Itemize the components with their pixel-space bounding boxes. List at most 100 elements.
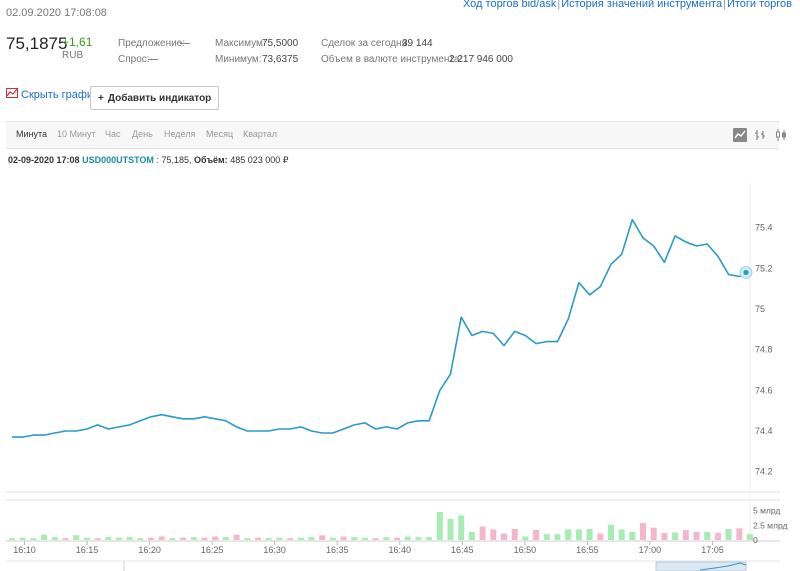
max-label: Максимум:	[215, 38, 266, 49]
volume-bar	[329, 537, 336, 540]
volume-bar	[297, 537, 304, 540]
volume-bar	[682, 530, 689, 540]
volume-bar	[180, 537, 187, 540]
x-tick-label: 16:35	[326, 545, 349, 555]
volume-bar	[650, 527, 657, 540]
trades-label: Сделок за сегодня:	[321, 38, 410, 49]
volume-bar	[190, 537, 197, 540]
y-tick-label: 74.4	[755, 426, 773, 436]
volume-bar	[575, 529, 582, 540]
volume-bar	[736, 528, 743, 540]
interval-tabs: Минута 10 Минут Час День Неделя Месяц Кв…	[6, 121, 786, 149]
x-tick-label: 16:40	[388, 545, 411, 555]
volume-bar	[661, 533, 668, 540]
volume-bar	[116, 537, 122, 540]
volume-bar	[244, 538, 251, 540]
volume-bar	[468, 531, 475, 540]
y-tick-label: 74.2	[755, 467, 773, 477]
volume-bar	[201, 537, 208, 540]
volume-bar	[447, 518, 454, 540]
volume-bar	[511, 528, 518, 540]
line-view-icon[interactable]	[733, 128, 747, 142]
plus-icon: +	[98, 92, 104, 104]
candlestick-view-icon[interactable]	[774, 128, 788, 142]
volume-value: 2 217 946 000	[449, 54, 513, 65]
last-price: 75,1875	[6, 34, 68, 53]
hide-chart-button[interactable]: Скрыть график	[6, 88, 98, 101]
volume-bar	[351, 537, 358, 540]
price-change: +1,61	[62, 35, 93, 49]
volume-bar	[597, 533, 604, 540]
x-tick-label: 16:15	[76, 545, 99, 555]
y-tick-label: 74.6	[755, 385, 773, 395]
navigator-window	[655, 561, 747, 571]
volume-bar	[62, 538, 69, 540]
volume-bar	[276, 537, 283, 540]
tab-day[interactable]: День	[132, 129, 153, 139]
x-tick-label: 16:45	[451, 545, 474, 555]
hide-chart-label: Скрыть график	[21, 88, 98, 101]
volume-bar	[672, 532, 679, 540]
x-tick-label: 16:20	[138, 545, 161, 555]
volume-bar	[415, 537, 422, 540]
x-tick-label: 17:05	[701, 545, 724, 555]
link-separator: |	[723, 0, 726, 10]
volume-bar	[362, 537, 368, 540]
info-date: 02-09-2020 17:08	[8, 155, 80, 165]
x-tick-label: 17:00	[639, 545, 662, 555]
volume-bar	[148, 537, 154, 540]
navigator-series-line	[699, 562, 747, 571]
x-tick-label: 16:25	[201, 545, 224, 555]
add-indicator-label: Добавить индикатор	[107, 92, 212, 104]
ohlc-view-icon[interactable]	[754, 128, 768, 142]
volume-bar	[565, 529, 572, 540]
offer-label: Предложение:	[118, 38, 186, 49]
tab-10-minutes[interactable]: 10 Минут	[57, 129, 96, 139]
volume-bar	[383, 537, 390, 540]
history-link[interactable]: История значений инструмента	[561, 0, 723, 10]
volume-bar	[30, 538, 37, 540]
max-value: 75,5000	[262, 38, 299, 49]
x-tick-label: 16:50	[514, 545, 537, 555]
volume-bar	[618, 529, 625, 540]
volume-bar	[608, 524, 614, 540]
price-series-line	[12, 218, 751, 438]
bid-label: Спрос:	[118, 54, 150, 65]
bid-ask-link[interactable]: Ход торгов bid/ask	[462, 0, 557, 10]
volume-label: Объем в валюте инструмента:	[321, 54, 463, 65]
min-label: Минимум:	[215, 54, 262, 65]
volume-bar	[522, 536, 529, 540]
volume-bar	[319, 535, 326, 540]
x-tick-label: 16:10	[13, 545, 36, 555]
tab-minute[interactable]: Минута	[16, 129, 48, 139]
volume-bar	[137, 538, 144, 540]
last-point-marker	[743, 269, 749, 276]
tab-quarter[interactable]: Квартал	[243, 129, 278, 139]
bid-value: —	[148, 54, 158, 65]
trades-value: 39 144	[402, 38, 433, 49]
volume-bar	[533, 530, 540, 540]
tab-hour[interactable]: Час	[105, 129, 121, 139]
info-volume: 485 023 000 ₽	[230, 155, 289, 165]
volume-bar	[554, 534, 561, 540]
volume-bar	[73, 535, 80, 540]
volume-bar	[83, 537, 90, 540]
info-volume-label: Объём:	[194, 155, 228, 165]
currency: RUB	[62, 50, 84, 61]
volume-bar	[458, 515, 465, 540]
link-separator: |	[557, 0, 561, 10]
results-link[interactable]: Итоги торгов	[726, 0, 792, 10]
volume-bar	[693, 531, 700, 540]
tab-week[interactable]: Неделя	[164, 129, 196, 139]
volume-bar	[394, 537, 400, 540]
volume-bar	[629, 531, 636, 540]
tab-month[interactable]: Месяц	[206, 129, 234, 139]
min-value: 73,6375	[262, 54, 299, 65]
volume-y-tick-label: 0	[753, 535, 758, 545]
volume-bar	[41, 534, 48, 540]
x-tick-label: 16:55	[576, 545, 599, 555]
add-indicator-button[interactable]: + Добавить индикатор	[90, 86, 220, 110]
instrument-symbol[interactable]: USD000UTSTOM	[82, 155, 154, 165]
volume-y-tick-label: 5 млрд	[753, 506, 780, 516]
